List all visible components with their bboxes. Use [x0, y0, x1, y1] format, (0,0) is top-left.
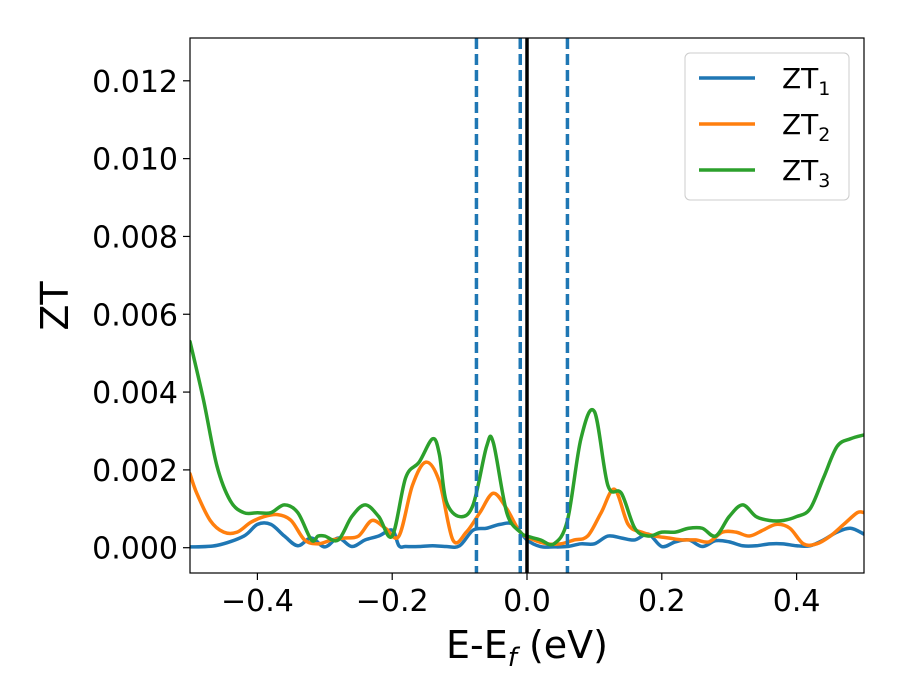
legend-label-zt2: ZT2	[782, 108, 830, 146]
vertical-reference-lines	[474, 38, 570, 573]
x-tick-label: −0.4	[221, 584, 294, 619]
legend-label-zt1: ZT1	[782, 62, 830, 100]
y-tick-label: 0.004	[92, 376, 178, 411]
y-tick-label: 0.012	[92, 65, 178, 100]
y-tick-label: 0.010	[92, 143, 178, 178]
legend-label-zt3: ZT3	[782, 154, 830, 192]
y-tick-label: 0.006	[92, 298, 178, 333]
x-axis-label: E-Ef (eV)	[446, 623, 608, 673]
series-line-zt1	[190, 521, 864, 549]
series-line-zt3	[190, 339, 864, 547]
y-axis: 0.000 0.002 0.004 0.006 0.008 0.010 0.012	[92, 65, 190, 567]
x-tick-label: 0.4	[773, 584, 821, 619]
legend-box	[684, 52, 850, 201]
y-axis-label: ZT	[33, 281, 77, 331]
y-tick-label: 0.008	[92, 220, 178, 255]
x-tick-label: 0.0	[503, 584, 551, 619]
x-axis: −0.4 −0.2 0.0 0.2 0.4	[221, 573, 820, 619]
y-tick-label: 0.002	[92, 454, 178, 489]
x-tick-label: 0.2	[638, 584, 686, 619]
legend: ZT1 ZT2 ZT3	[684, 52, 850, 201]
y-tick-label: 0.000	[92, 532, 178, 567]
x-tick-label: −0.2	[356, 584, 429, 619]
